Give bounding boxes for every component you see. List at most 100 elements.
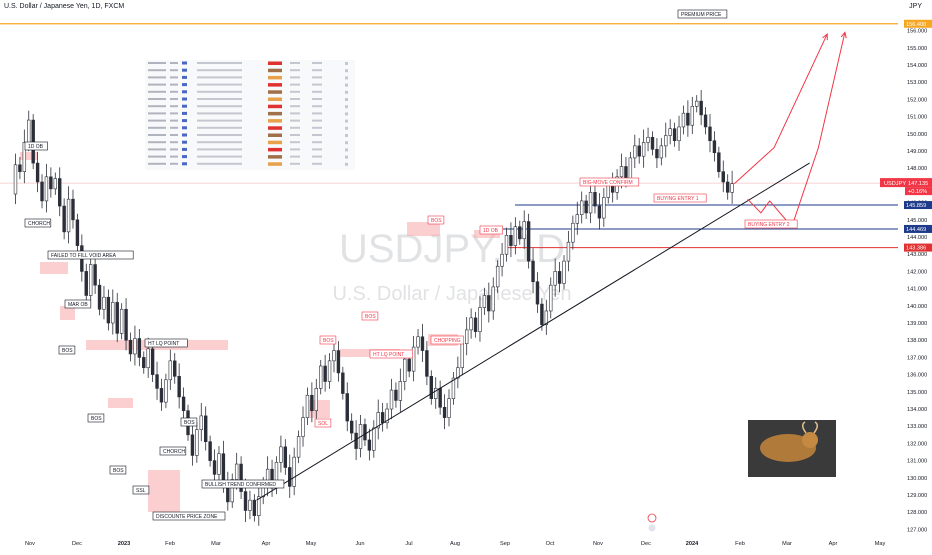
candle-body — [44, 176, 49, 202]
candle-body — [513, 226, 518, 246]
candle-body — [106, 296, 111, 324]
calendar-cell — [290, 162, 300, 165]
calendar-cell — [312, 126, 322, 129]
calendar-cell — [148, 90, 166, 93]
calendar-impact — [268, 133, 282, 137]
calendar-cell — [197, 69, 242, 72]
annotation-text: BUYING ENTRY 1 — [657, 196, 699, 202]
order-block-zones — [20, 152, 500, 512]
currency-label: JPY — [909, 3, 922, 10]
candle-body — [434, 388, 438, 399]
annotation-box — [47, 250, 134, 260]
candle-body — [243, 491, 248, 511]
annotation-text: CHORCH — [163, 449, 185, 455]
candle-body — [190, 434, 195, 456]
calendar-cell — [312, 90, 322, 93]
calendar-cell — [312, 155, 322, 158]
candle-body — [239, 463, 243, 492]
candle-body — [31, 119, 35, 164]
candle-body — [53, 178, 57, 190]
candles — [13, 89, 734, 526]
candle-body — [203, 415, 208, 442]
calendar-cell — [345, 69, 348, 73]
calendar-cell — [170, 141, 178, 144]
level-tag-box — [904, 19, 932, 28]
annotation-text: BUYING ENTRY 2 — [748, 222, 790, 228]
candle-body — [252, 499, 257, 516]
annotation-label: BOS — [361, 311, 379, 321]
annotation-label: CHOPPING — [430, 335, 464, 345]
candle-body — [93, 264, 97, 286]
annotation-box — [201, 479, 285, 489]
time-tick-label: Jul — [405, 541, 412, 547]
trendline — [256, 162, 810, 501]
annotation-text: MAR OB — [68, 302, 88, 308]
candle-body — [473, 317, 478, 332]
calendar-cell — [345, 98, 348, 101]
annotation-box — [24, 141, 48, 151]
calendar-cell — [170, 83, 178, 86]
time-axis[interactable]: Nov Dec 2023 Feb Mar Apr May Jun Jul Aug Sep Oct Nov… — [0, 513, 932, 550]
candle-body — [310, 394, 314, 412]
candle-body — [540, 303, 544, 326]
annotation-text: CHOPPING — [434, 338, 461, 344]
calendar-cell — [148, 162, 166, 165]
price-tick-label: 144.000 — [907, 235, 927, 241]
calendar-cell — [345, 155, 348, 159]
candle-body — [248, 499, 252, 511]
candle-body — [575, 214, 579, 224]
calendar-impact — [268, 90, 282, 94]
annotation-text: BIG-MOVE CONFIRM — [583, 180, 633, 186]
calendar-impact — [268, 140, 282, 145]
candle-body — [332, 350, 336, 362]
candle-body — [717, 152, 721, 172]
candle-body — [535, 281, 540, 305]
time-tick-label: Mar — [782, 541, 792, 547]
calendar-cell — [312, 141, 322, 144]
current-price-tag: USDJPY 147.135 +0.16% — [880, 178, 932, 196]
candle-body — [173, 360, 177, 377]
calendar-cell — [197, 105, 242, 108]
time-tick-label: Nov — [25, 541, 35, 547]
calendar-flag — [182, 75, 187, 79]
calendar-flag — [182, 162, 187, 166]
calendar-impact — [268, 119, 282, 123]
candle-body — [447, 398, 451, 418]
annotation-text: 1D OB — [483, 228, 499, 234]
candle-body — [142, 357, 146, 369]
candle-body — [624, 166, 628, 179]
annotation-label: MAR OB — [64, 299, 92, 309]
candle-body — [168, 360, 173, 381]
calendar-cell — [345, 112, 348, 116]
calendar-cell — [148, 155, 166, 158]
annotation-label: DISCOUNTE PRICE ZONE — [152, 511, 226, 521]
annotation-box — [314, 418, 332, 428]
annotation-box — [744, 219, 798, 229]
price-axis[interactable]: 127.000 128.000 129.000 130.000 131.000 132.0… — [880, 0, 932, 550]
candle-body — [526, 221, 531, 262]
calendar-flag — [182, 68, 187, 72]
candle-body — [119, 308, 124, 334]
candle-body — [487, 295, 491, 312]
candle-body — [376, 412, 380, 429]
candle-body — [407, 358, 411, 372]
calendar-cell — [312, 148, 322, 151]
candle-body — [650, 136, 655, 150]
candle-body — [199, 415, 203, 430]
calendar-impact — [268, 75, 282, 80]
time-tick-label: Nov — [593, 541, 603, 547]
calendar-cell — [312, 62, 322, 64]
price-tick-label: 148.000 — [907, 166, 927, 172]
annotation-label: BULLISH TREND CONFIRMED — [201, 479, 285, 489]
calendar-cell — [290, 126, 300, 129]
calendar-impact — [268, 104, 282, 109]
candle-body — [703, 114, 708, 128]
price-tick-label: 149.000 — [907, 149, 927, 155]
candle-body — [566, 241, 571, 262]
watermark: USDJPY, 1D U.S. Dollar / Japanese Yen — [332, 227, 571, 305]
candle-body — [451, 377, 456, 399]
calendar-impact — [268, 162, 282, 166]
time-tick-label: Sep — [500, 541, 510, 547]
